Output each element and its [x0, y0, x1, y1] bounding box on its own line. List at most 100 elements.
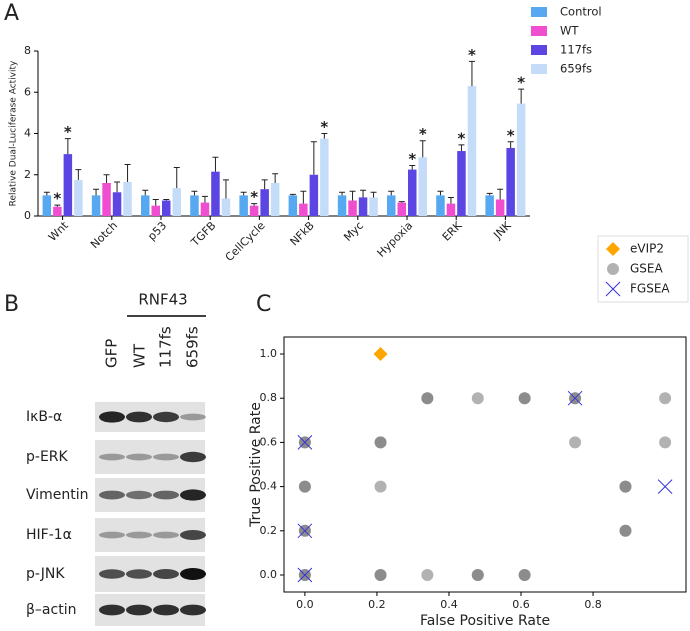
bar — [348, 200, 357, 216]
significance-mark: * — [517, 74, 525, 92]
blot-band — [99, 453, 125, 461]
y-tick-label: 0.0 — [260, 568, 278, 581]
point — [297, 567, 313, 583]
bar — [74, 179, 83, 216]
blot-band — [153, 569, 179, 579]
bar — [200, 202, 210, 216]
point — [659, 436, 672, 449]
error-bar — [173, 167, 180, 189]
error-bar — [458, 144, 465, 152]
error-bar — [300, 190, 307, 204]
bar — [485, 195, 494, 216]
error-bar — [370, 191, 377, 198]
point — [374, 480, 387, 493]
x-tick-label: JNK — [491, 218, 515, 242]
y-tick-label: 1.0 — [260, 347, 278, 360]
blot-band — [126, 490, 152, 500]
blot-band — [180, 451, 206, 463]
x-tick-label: Hypoxia — [375, 219, 416, 260]
bar — [446, 203, 456, 216]
x-tick-label: Notch — [88, 219, 120, 251]
point — [374, 436, 387, 449]
point — [297, 435, 313, 450]
blot-band — [99, 490, 125, 500]
bar — [141, 195, 150, 216]
y-tick-label: 2 — [24, 168, 31, 181]
bar — [418, 157, 427, 216]
blot-band — [153, 490, 179, 500]
lane-label: 659fs — [184, 326, 202, 368]
blot-band — [153, 531, 179, 539]
y-tick-label: 0.2 — [260, 524, 278, 537]
bar — [221, 198, 231, 216]
error-bar — [360, 189, 367, 198]
bar — [288, 195, 298, 216]
blot-band — [153, 604, 179, 616]
error-bar — [114, 181, 121, 193]
x-tick-label: 0.6 — [512, 598, 530, 611]
x-tick-label: 0.4 — [440, 598, 458, 611]
error-bar — [507, 141, 514, 148]
y-tick-label: 8 — [24, 44, 31, 57]
error-bar — [398, 201, 405, 203]
error-bar — [54, 204, 61, 207]
legend-label: 659fs — [560, 62, 592, 76]
point — [518, 568, 531, 581]
bar — [369, 197, 378, 216]
protein-label: IκB-α — [26, 409, 62, 425]
bar — [408, 169, 417, 216]
x-tick-label: ERK — [440, 218, 465, 243]
error-bar — [272, 173, 279, 183]
error-bar — [349, 190, 356, 201]
significance-mark: * — [408, 150, 416, 168]
significance-mark: * — [419, 125, 427, 143]
x-tick-label: TGFB — [188, 219, 218, 249]
error-bar — [321, 133, 328, 139]
blot-band — [153, 453, 179, 461]
bar — [506, 147, 515, 216]
legend-marker — [607, 263, 619, 275]
bar — [53, 206, 62, 216]
error-bar — [261, 179, 268, 190]
y-tick-label: 0 — [24, 209, 31, 222]
error-bar — [388, 190, 395, 196]
error-bar — [419, 140, 426, 158]
point — [421, 392, 434, 405]
blot-band — [99, 569, 125, 579]
point — [374, 568, 387, 581]
bar — [516, 103, 526, 216]
significance-mark: * — [250, 188, 258, 206]
lane-label: 117fs — [157, 326, 175, 368]
blot-band — [126, 453, 152, 461]
x-tick-label: 0.8 — [584, 598, 602, 611]
error-bar — [201, 195, 208, 203]
error-bar — [93, 188, 100, 196]
bar — [190, 195, 199, 216]
significance-mark: * — [64, 123, 72, 141]
error-bar — [518, 88, 525, 104]
bar — [42, 195, 52, 216]
legend-swatch — [531, 7, 547, 17]
panel-label: C — [256, 292, 271, 317]
blot-band — [126, 411, 152, 423]
y-tick-label: 0.6 — [260, 435, 278, 448]
bar — [270, 183, 280, 216]
protein-label: HIF-1α — [26, 527, 72, 543]
x-tick-label: p53 — [145, 219, 169, 243]
x-tick-label: 0.0 — [296, 598, 314, 611]
bar — [123, 181, 132, 216]
error-bar — [289, 193, 296, 196]
x-tick-label: Wnt — [46, 219, 71, 244]
blot-band — [180, 568, 206, 580]
point — [657, 479, 673, 494]
bar — [151, 205, 160, 216]
bar — [102, 183, 111, 216]
legend-label: GSEA — [630, 262, 663, 276]
error-bar — [64, 138, 71, 155]
point — [421, 568, 434, 581]
bar — [387, 195, 396, 216]
bar — [211, 171, 220, 216]
error-bar — [152, 199, 159, 206]
blot-band — [180, 413, 206, 421]
point — [518, 392, 531, 405]
